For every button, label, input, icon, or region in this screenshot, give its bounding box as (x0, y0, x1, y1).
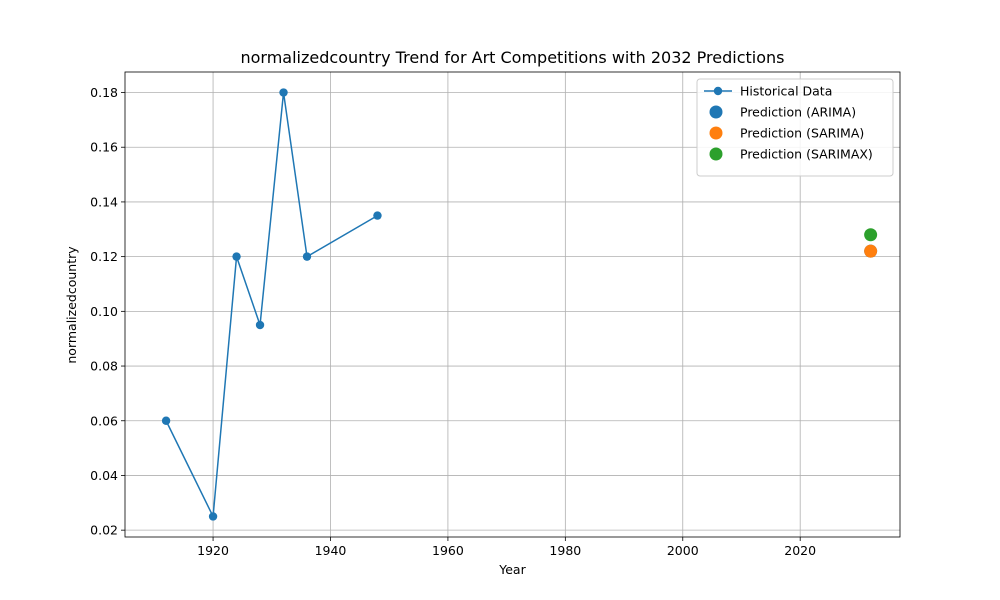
historical-data-point (255, 320, 265, 330)
legend-marker-swatch (709, 105, 723, 119)
legend-label: Prediction (SARIMA) (740, 126, 864, 141)
y-tick-label: 0.16 (90, 140, 118, 155)
x-tick-label: 1940 (315, 543, 347, 558)
legend-box (696, 78, 894, 177)
plot-data (161, 88, 878, 521)
y-tick-label: 0.12 (90, 249, 118, 264)
y-tick-label: 0.04 (90, 468, 118, 483)
legend-label: Prediction (ARIMA) (740, 105, 856, 120)
grid (125, 72, 900, 537)
legend-marker-swatch (709, 126, 723, 140)
y-axis-label: normalizedcountry (64, 246, 79, 364)
historical-data-point (161, 416, 171, 425)
legend-label: Prediction (SARIMAX) (740, 147, 873, 162)
historical-data-point (232, 252, 241, 261)
y-tick-label: 0.02 (90, 523, 118, 538)
prediction-point-prediction-sarimax (864, 228, 878, 242)
prediction-point-prediction-sarima (864, 244, 878, 258)
x-tick-label: 2000 (667, 543, 699, 558)
historical-data-point (302, 252, 312, 261)
y-tick-label: 0.14 (90, 194, 118, 209)
y-tick-label: 0.06 (90, 413, 118, 428)
chart-title: normalizedcountry Trend for Art Competit… (240, 48, 784, 67)
x-tick-label: 1960 (432, 543, 464, 558)
historical-data-point (373, 211, 382, 220)
y-tick-label: 0.10 (90, 304, 118, 319)
plot-frame (124, 71, 901, 538)
y-tick-label: 0.08 (90, 359, 118, 374)
legend-marker-swatch (713, 86, 723, 96)
historical-data-point (208, 512, 218, 521)
historical-data-point (279, 88, 288, 97)
x-tick-label: 1980 (549, 543, 581, 558)
y-tick-label: 0.18 (90, 85, 118, 100)
x-tick-label: 1920 (197, 543, 229, 558)
x-tick-label: 2020 (784, 543, 816, 558)
x-axis-label: Year (498, 562, 526, 577)
legend-marker-swatch (709, 147, 723, 161)
legend: Historical Data Prediction (ARIMA) Predict… (696, 78, 894, 177)
legend-label: Historical Data (740, 84, 832, 99)
axis-ticks: 1920 1940 1960 1980 2000 2020 0.02 0.04 0.06 0.08… (90, 85, 816, 558)
